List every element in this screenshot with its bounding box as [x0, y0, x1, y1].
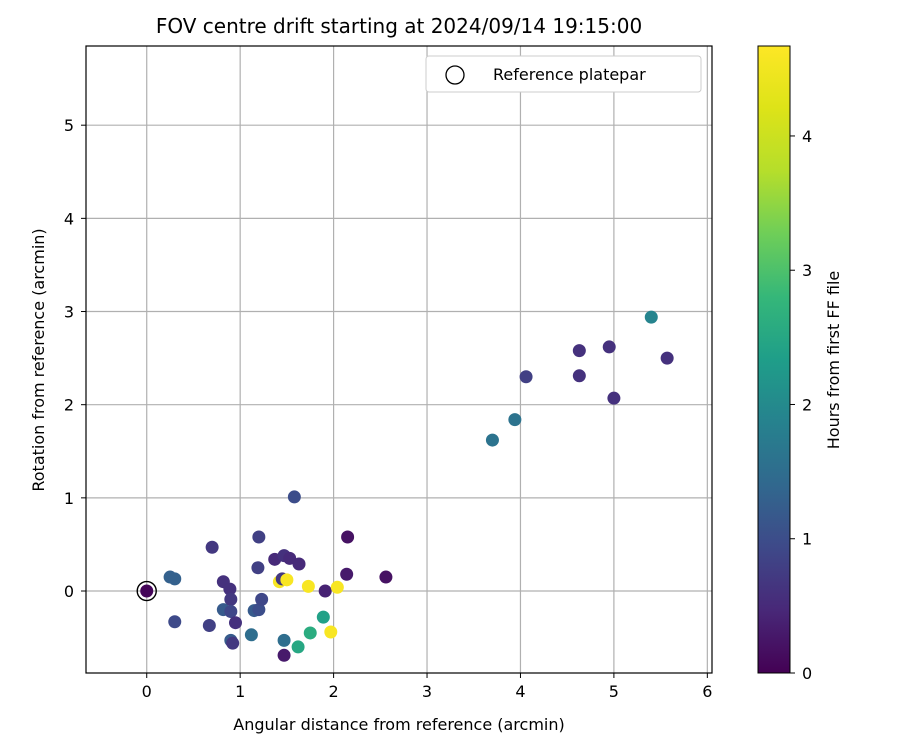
data-point: [223, 582, 237, 596]
data-point: [660, 351, 674, 365]
legend-marker: [445, 65, 465, 85]
x-tick-label: 5: [609, 682, 619, 701]
data-point: [251, 561, 265, 575]
legend: Reference platepar: [425, 55, 702, 93]
data-point: [291, 640, 305, 654]
x-tick-label: 3: [422, 682, 432, 701]
y-tick-label: 4: [64, 209, 74, 228]
data-point: [252, 603, 266, 617]
data-point: [644, 310, 658, 324]
data-point: [602, 340, 616, 354]
y-tick-label: 0: [64, 582, 74, 601]
data-point: [168, 572, 182, 586]
data-point: [277, 633, 291, 647]
data-point: [228, 616, 242, 630]
data-point: [519, 370, 533, 384]
data-point: [316, 610, 330, 624]
colorbar-tick-label: 1: [802, 530, 812, 549]
data-point: [485, 433, 499, 447]
data-point: [168, 615, 182, 629]
x-axis-ticks: 0 1 2 3 4 5 6: [142, 673, 712, 701]
x-tick-label: 0: [142, 682, 152, 701]
colorbar-tick-label: 4: [802, 127, 812, 146]
data-point: [324, 625, 338, 639]
data-point: [379, 570, 393, 584]
x-tick-label: 6: [702, 682, 712, 701]
x-tick-label: 4: [515, 682, 525, 701]
colorbar-tick-label: 3: [802, 261, 812, 280]
colorbar-label: Hours from first FF file: [824, 271, 843, 450]
data-point: [205, 540, 219, 554]
chart-title: FOV centre drift starting at 2024/09/14 …: [156, 14, 642, 38]
y-axis-label: Rotation from reference (arcmin): [29, 228, 48, 491]
y-axis-ticks: 0 1 2 3 4 5: [64, 116, 86, 601]
data-point: [277, 648, 291, 662]
data-point: [318, 584, 332, 598]
data-point: [287, 490, 301, 504]
legend-label: Reference platepar: [493, 65, 646, 84]
data-point: [340, 567, 354, 581]
data-point: [330, 580, 344, 594]
data-point: [202, 618, 216, 632]
colorbar: 0 1 2 3 4 Hours from first FF file: [757, 45, 843, 683]
plot-frame: [85, 45, 713, 674]
data-point: [224, 592, 238, 606]
data-point: [572, 344, 586, 358]
grid-lines: [86, 46, 712, 673]
y-tick-label: 5: [64, 116, 74, 135]
x-axis-label: Angular distance from reference (arcmin): [233, 715, 564, 734]
y-tick-label: 1: [64, 489, 74, 508]
colorbar-tick-label: 0: [802, 664, 812, 683]
data-point: [226, 636, 240, 650]
scatter-points: [136, 310, 674, 662]
colorbar-tick-label: 2: [802, 395, 812, 414]
data-point: [140, 584, 154, 598]
reference-marker: [136, 580, 157, 602]
data-point: [255, 592, 269, 606]
data-point: [244, 628, 258, 642]
data-point: [341, 530, 355, 544]
data-point: [224, 605, 238, 619]
data-point: [508, 413, 522, 427]
data-point: [572, 369, 586, 383]
colorbar-ticks: 0 1 2 3 4: [790, 127, 812, 683]
data-point: [252, 530, 266, 544]
data-point: [303, 626, 317, 640]
data-point: [280, 573, 294, 587]
x-tick-label: 1: [235, 682, 245, 701]
data-point: [283, 551, 297, 565]
data-point: [301, 579, 315, 593]
data-point: [607, 391, 621, 405]
colorbar-gradient: [757, 45, 791, 674]
x-tick-label: 2: [329, 682, 339, 701]
y-tick-label: 2: [64, 396, 74, 415]
data-point: [292, 557, 306, 571]
legend-box: [425, 55, 702, 93]
y-tick-label: 3: [64, 303, 74, 322]
